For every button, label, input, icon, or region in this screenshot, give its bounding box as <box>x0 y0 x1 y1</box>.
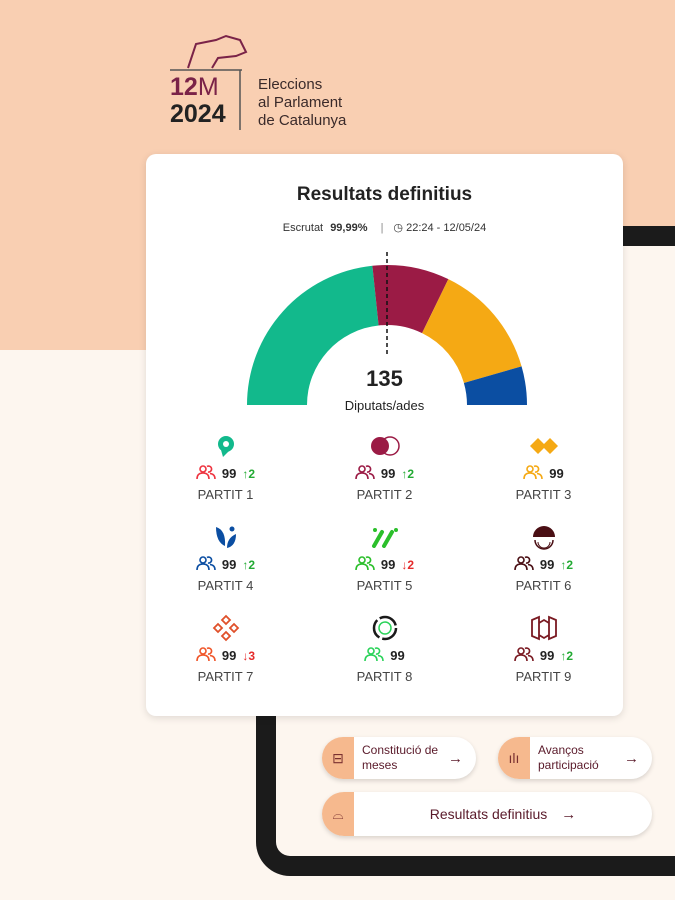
card-title: Resultats definitius <box>296 184 473 205</box>
people-icon <box>355 464 375 483</box>
seat-change: ↑2 <box>242 557 256 572</box>
arrow-right-icon: → <box>561 805 577 823</box>
participation-button[interactable]: ılı Avanços participació → <box>498 737 652 779</box>
party-item[interactable]: 99 PARTIT 8 <box>305 614 464 684</box>
scrutiny-value: 99,99% <box>330 222 368 234</box>
logo-line1: Eleccions <box>258 76 323 93</box>
people-icon <box>514 555 534 574</box>
election-logo: 12M 2024 Eleccions al Parlament de Cataluny… <box>166 34 386 134</box>
people-icon <box>196 646 216 665</box>
ballot-box-icon <box>170 34 248 130</box>
scrutiny-label: Escrutat <box>282 222 324 234</box>
party-item[interactable]: 99 PARTIT 3 <box>464 432 623 502</box>
party-item[interactable]: 99 ↑2 PARTIT 6 <box>464 523 623 593</box>
party-seats: 99 <box>549 466 564 481</box>
party-item[interactable]: 99 ↑2 PARTIT 4 <box>146 523 305 593</box>
timestamp: 22:24 - 12/05/24 <box>406 222 487 234</box>
hemicycle-chart <box>247 252 527 405</box>
seat-change: ↑2 <box>242 466 256 481</box>
circles-logo-icon <box>305 432 464 460</box>
party-item[interactable]: 99 ↑2 PARTIT 2 <box>305 432 464 502</box>
party-item[interactable]: 99 ↑2 PARTIT 9 <box>464 614 623 684</box>
diamonds-logo-icon <box>464 432 623 460</box>
hemicycle-icon: ⌓ <box>322 792 354 836</box>
pin-logo-icon <box>146 432 305 460</box>
people-icon <box>355 555 375 574</box>
chart-segment-blue <box>463 366 527 405</box>
party-seats: 99 <box>221 557 237 572</box>
arrow-right-icon: → <box>448 749 463 767</box>
bar-chart-icon: ılı <box>498 737 530 779</box>
seat-change: ↑2 <box>560 648 574 663</box>
party-name: PARTIT 3 <box>515 487 572 502</box>
party-name: PARTIT 8 <box>356 669 413 684</box>
party-seats: 99 <box>539 557 555 572</box>
party-seats: 99 <box>539 648 555 663</box>
people-icon <box>364 646 385 665</box>
party-seats: 99 <box>221 648 237 663</box>
ring-logo-icon <box>305 614 464 642</box>
logo-date: 12 <box>170 73 198 101</box>
results-button[interactable]: ⌓ Resultats definitius → <box>322 792 652 836</box>
chart-segment-green <box>247 265 379 405</box>
flower-logo-icon <box>146 614 305 642</box>
party-name: PARTIT 7 <box>197 669 254 684</box>
frame-logo-icon <box>464 614 623 642</box>
party-item[interactable]: 99 ↓2 PARTIT 5 <box>305 523 464 593</box>
party-name: PARTIT 2 <box>356 487 413 502</box>
scrutiny-info: Escrutat 99,99% | ◷ 22:24 - 12/05/24 <box>282 222 487 234</box>
seat-change: ↓2 <box>401 557 415 572</box>
ballot-box-icon: ⊟ <box>322 737 354 779</box>
party-item[interactable]: 99 ↓3 PARTIT 7 <box>146 614 305 684</box>
people-icon <box>196 555 216 574</box>
leaf-logo-icon <box>146 523 305 551</box>
logo-line3: de Catalunya <box>258 112 347 129</box>
party-seats: 99 <box>390 648 405 663</box>
constitution-button[interactable]: ⊟ Constitució de meses → <box>322 737 476 779</box>
logo-month: M <box>197 73 219 101</box>
constitution-label: Constitució de meses <box>362 743 439 772</box>
results-label: Resultats definitius <box>429 806 548 822</box>
party-name: PARTIT 6 <box>515 578 572 593</box>
seat-change: ↓3 <box>242 648 256 663</box>
party-name: PARTIT 9 <box>515 669 572 684</box>
people-icon <box>196 464 216 483</box>
people-icon <box>514 646 534 665</box>
seat-change: ↑2 <box>401 466 415 481</box>
party-name: PARTIT 5 <box>356 578 413 593</box>
results-card: Resultats definitius Escrutat 99,99% | ◷ … <box>146 154 623 716</box>
clock-icon: ◷ <box>393 222 404 234</box>
party-name: PARTIT 4 <box>197 578 254 593</box>
party-seats: 99 <box>380 557 396 572</box>
slashes-logo-icon <box>305 523 464 551</box>
party-item[interactable]: 99 ↑2 PARTIT 1 <box>146 432 305 502</box>
total-seats: 135 <box>366 366 403 391</box>
arrow-right-icon: → <box>624 749 639 767</box>
seats-label: Diputats/ades <box>344 398 425 413</box>
people-icon <box>523 464 544 483</box>
chart-segment-yellow <box>422 279 522 383</box>
chart-segment-crimson <box>372 265 449 334</box>
party-seats: 99 <box>380 466 396 481</box>
logo-line2: al Parlament <box>258 94 343 111</box>
participation-label: Avanços participació <box>538 743 599 772</box>
seat-change: ↑2 <box>560 557 574 572</box>
party-seats: 99 <box>221 466 237 481</box>
party-name: PARTIT 1 <box>197 487 254 502</box>
logo-year: 2024 <box>170 100 226 128</box>
dome-logo-icon <box>464 523 623 551</box>
